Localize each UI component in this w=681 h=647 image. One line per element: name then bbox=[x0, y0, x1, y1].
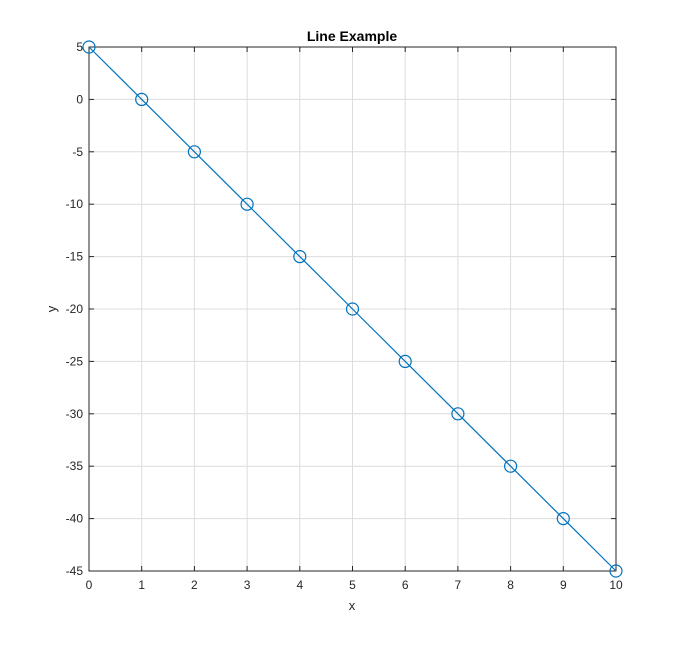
x-tick-label: 0 bbox=[86, 578, 93, 592]
chart-title: Line Example bbox=[307, 28, 397, 44]
data-point-marker bbox=[451, 407, 465, 421]
x-axis-tick-labels: 0 1 2 3 4 5 6 7 8 9 10 bbox=[86, 578, 623, 592]
x-tick-label: 5 bbox=[349, 578, 356, 592]
y-tick-label: -15 bbox=[66, 250, 84, 264]
data-point-marker bbox=[135, 92, 149, 107]
data-point-marker bbox=[240, 197, 254, 211]
data-point-marker bbox=[398, 354, 412, 368]
x-axis-label: x bbox=[349, 598, 356, 613]
x-tick-label: 3 bbox=[244, 578, 251, 592]
series-layer bbox=[82, 40, 623, 578]
y-tick-label: -5 bbox=[72, 145, 83, 159]
x-tick-label: 1 bbox=[138, 578, 145, 592]
y-tick-label: -25 bbox=[66, 354, 84, 368]
x-tick-label: 7 bbox=[455, 578, 462, 592]
y-tick-label: -40 bbox=[66, 512, 84, 526]
y-tick-label: -35 bbox=[66, 459, 84, 473]
y-tick-label: 0 bbox=[76, 92, 83, 106]
data-point-marker bbox=[187, 145, 201, 159]
x-tick-label: 4 bbox=[296, 578, 303, 592]
x-tick-label: 9 bbox=[560, 578, 567, 592]
x-tick-label: 8 bbox=[507, 578, 514, 592]
x-tick-label: 6 bbox=[402, 578, 409, 592]
y-axis-label: y bbox=[44, 305, 59, 312]
x-tick-label: 10 bbox=[609, 578, 623, 592]
data-point-marker bbox=[293, 250, 307, 264]
y-tick-label: -10 bbox=[66, 197, 84, 211]
data-point-marker bbox=[556, 511, 570, 526]
series-line bbox=[88, 46, 617, 572]
data-point-marker bbox=[504, 459, 518, 473]
y-tick-label: 5 bbox=[76, 40, 83, 54]
data-point-marker bbox=[82, 40, 96, 54]
y-tick-label: -45 bbox=[66, 564, 84, 578]
y-tick-label: -30 bbox=[66, 407, 84, 421]
data-point-marker bbox=[345, 302, 360, 316]
y-axis-tick-labels: 5 0 -5 -10 -15 -20 -25 -30 -35 -40 -45 bbox=[66, 40, 84, 578]
x-tick-label: 2 bbox=[191, 578, 198, 592]
data-point-marker bbox=[609, 564, 623, 578]
y-tick-label: -20 bbox=[66, 302, 84, 316]
